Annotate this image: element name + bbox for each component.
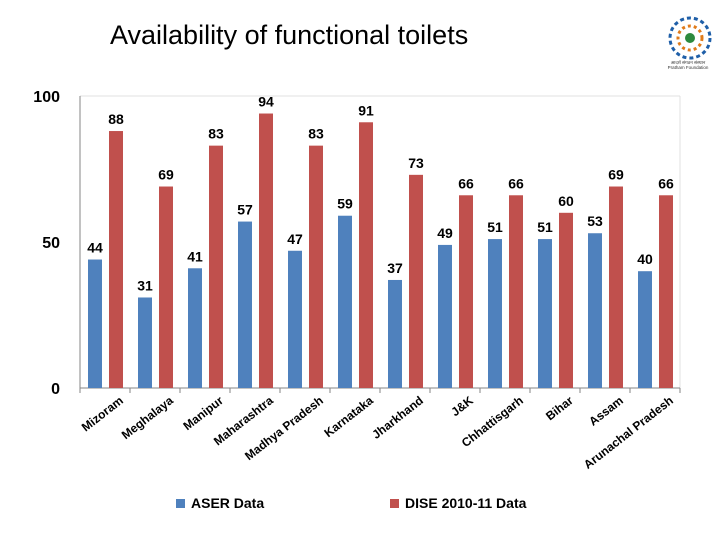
bar-dise: [209, 145, 223, 388]
data-label-aser: 40: [637, 251, 653, 267]
bar-dise: [509, 195, 523, 388]
data-label-aser: 31: [137, 277, 153, 293]
x-tick-label: Mizoram: [79, 393, 126, 434]
x-tick-label: Karnataka: [321, 393, 376, 440]
data-label-aser: 44: [87, 240, 103, 256]
bar-aser: [538, 239, 552, 388]
x-tick-label: Bihar: [543, 393, 576, 423]
bar-dise: [159, 186, 173, 388]
legend-item-aser: ASER Data: [176, 495, 264, 511]
legend-swatch-aser: [176, 498, 185, 508]
page-title: Availability of functional toilets: [110, 20, 469, 50]
bar-dise: [409, 174, 423, 388]
data-label-aser: 51: [537, 219, 553, 235]
data-label-aser: 51: [487, 219, 503, 235]
data-label-dise: 73: [408, 155, 424, 171]
bar-dise: [609, 186, 623, 388]
data-label-dise: 88: [108, 111, 124, 127]
data-label-aser: 57: [237, 202, 253, 218]
bar-aser: [388, 279, 402, 388]
y-tick-label: 0: [51, 381, 60, 398]
logo-caption-line2: Pratham Foundation: [667, 65, 709, 70]
bar-aser: [488, 239, 502, 388]
bar-aser: [88, 259, 102, 388]
bar-dise: [309, 145, 323, 388]
x-tick-label: Manipur: [180, 393, 226, 433]
bar-aser: [438, 244, 452, 388]
logo-caption: आदर्श संगठन संस्थान Pratham Foundation: [656, 60, 720, 70]
bar-aser: [588, 233, 602, 388]
logo-caption-line1: आदर्श संगठन संस्थान: [670, 60, 706, 65]
data-label-dise: 91: [358, 102, 374, 118]
data-label-dise: 83: [208, 126, 224, 142]
x-tick-label: Jharkhand: [369, 393, 425, 441]
legend-label-aser: ASER Data: [191, 495, 265, 511]
x-tick-label: Arunachal Pradesh: [581, 393, 676, 471]
y-tick-label: 100: [33, 89, 60, 106]
bar-aser: [188, 268, 202, 388]
bar-dise: [559, 212, 573, 388]
bar-dise: [259, 113, 273, 389]
bar-dise: [459, 195, 473, 388]
data-label-dise: 66: [458, 175, 474, 191]
data-label-aser: 41: [187, 248, 203, 264]
data-label-aser: 53: [587, 213, 603, 229]
bar-aser: [138, 297, 152, 388]
data-label-aser: 59: [337, 196, 353, 212]
data-label-dise: 83: [308, 126, 324, 142]
data-label-dise: 69: [158, 167, 174, 183]
data-label-aser: 37: [387, 260, 403, 276]
x-tick-label: J&K: [448, 393, 476, 419]
data-label-dise: 66: [508, 175, 524, 191]
data-label-dise: 94: [258, 94, 274, 110]
bar-aser: [288, 250, 302, 388]
data-label-aser: 49: [437, 225, 453, 241]
legend-item-dise: DISE 2010-11 Data: [390, 495, 526, 511]
circular-emblem-icon: [668, 16, 712, 60]
bar-aser: [238, 221, 252, 388]
legend-label-dise: DISE 2010-11 Data: [405, 495, 527, 511]
bar-aser: [638, 271, 652, 388]
bar-dise: [359, 122, 373, 388]
data-label-aser: 47: [287, 231, 303, 247]
y-tick-label: 50: [42, 235, 60, 252]
x-tick-label: Meghalaya: [119, 393, 176, 442]
data-label-dise: 60: [558, 193, 574, 209]
bar-chart: 0 50 100 44 88 Mizoram 31 69 Meghalaya 41 83 Manipu…: [33, 89, 681, 472]
legend-swatch-dise: [390, 498, 399, 508]
bar-aser: [338, 215, 352, 388]
bar-dise: [659, 195, 673, 388]
legend: ASER Data DISE 2010-11 Data: [0, 495, 720, 515]
data-label-dise: 69: [608, 167, 624, 183]
bar-dise: [109, 131, 123, 389]
x-tick-label: Assam: [586, 393, 626, 428]
data-label-dise: 66: [658, 175, 674, 191]
